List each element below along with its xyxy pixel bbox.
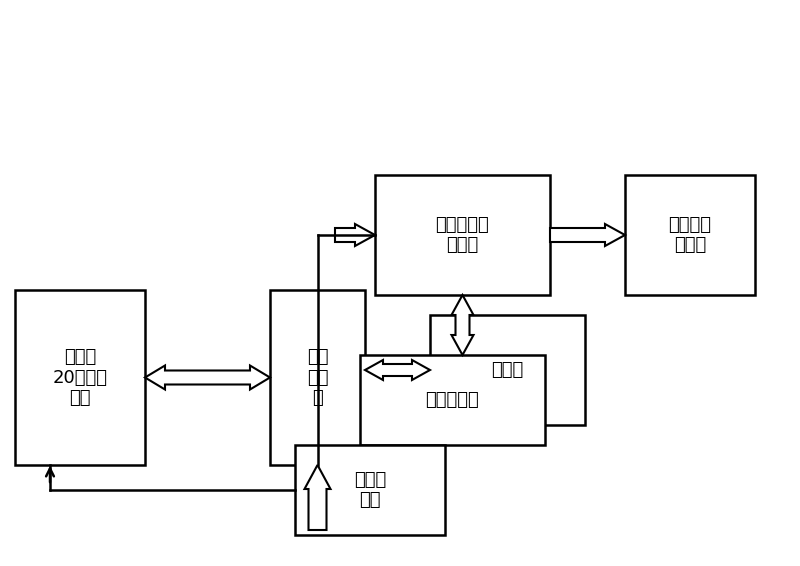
Text: 显示存储器: 显示存储器 — [426, 391, 479, 409]
Text: 触摸屏
接口: 触摸屏 接口 — [354, 470, 386, 509]
Bar — [295, 445, 445, 535]
Bar — [360, 355, 545, 445]
Polygon shape — [335, 224, 375, 246]
Text: 接口
控制
器: 接口 控制 器 — [306, 348, 328, 408]
Polygon shape — [365, 360, 430, 380]
Text: 液晶显示器
处理器: 液晶显示器 处理器 — [436, 216, 490, 254]
Text: 用户端
20针总线
接口: 用户端 20针总线 接口 — [53, 348, 107, 408]
Bar — [625, 175, 755, 295]
Text: 液晶显示
器接口: 液晶显示 器接口 — [669, 216, 711, 254]
Bar — [430, 315, 585, 425]
Polygon shape — [550, 224, 625, 246]
Text: 寄存器: 寄存器 — [491, 361, 524, 379]
Bar — [15, 290, 145, 465]
Bar — [375, 175, 550, 295]
Polygon shape — [451, 295, 474, 355]
Bar — [270, 290, 365, 465]
Polygon shape — [305, 465, 330, 530]
Polygon shape — [145, 366, 270, 389]
